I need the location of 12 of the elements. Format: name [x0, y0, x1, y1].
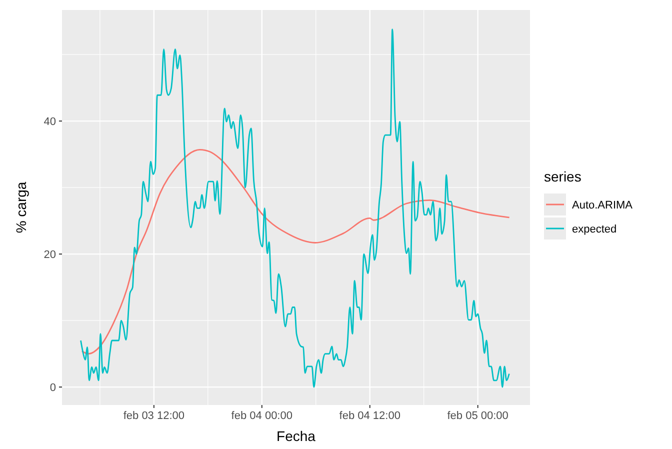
x-axis-title: Fecha: [276, 428, 316, 444]
y-axis-title: % carga: [13, 182, 29, 234]
y-tick-label: 0: [50, 382, 56, 394]
y-tick-label: 40: [44, 116, 56, 128]
legend-label: expected: [572, 224, 617, 236]
x-tick-label: feb 03 12:00: [123, 410, 185, 422]
x-tick-label: feb 04 00:00: [231, 410, 292, 422]
y-tick-label: 20: [44, 248, 56, 261]
x-tick-label: feb 04 12:00: [339, 410, 400, 422]
legend-title: series: [544, 168, 582, 184]
legend-label: Auto.ARIMA: [572, 200, 634, 212]
x-tick-label: feb 05 00:00: [447, 410, 508, 422]
